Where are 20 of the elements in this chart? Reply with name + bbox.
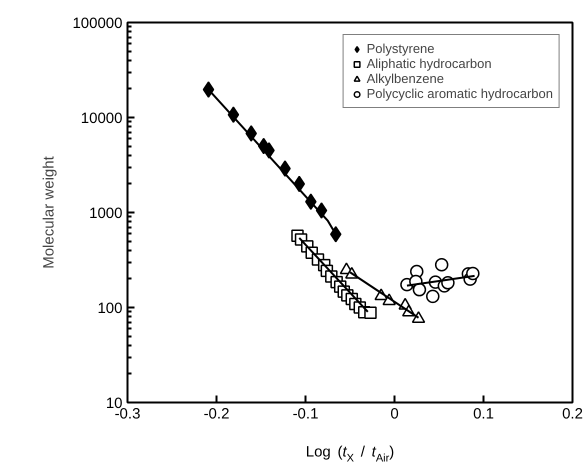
y-axis-title: Molecular weight: [40, 155, 58, 269]
x-tick-label: 0: [390, 406, 399, 422]
x-tick-label: 0.2: [562, 406, 583, 422]
x-tick-label: -0.2: [204, 406, 230, 422]
y-tick-label: 100: [97, 300, 123, 317]
point: [202, 81, 214, 98]
y-tick-label: 100000: [72, 15, 123, 32]
y-tick-label: 1000: [89, 205, 123, 222]
legend-label: Aliphatic hydrocarbon: [366, 56, 492, 71]
point: [434, 258, 448, 272]
legend-label: Polystyrene: [366, 41, 435, 56]
legend-label: Alkylbenzene: [366, 71, 444, 86]
point: [426, 290, 440, 304]
y-tick-label: 10000: [80, 110, 123, 127]
x-tick-label: 0.1: [473, 406, 494, 422]
x-tick-label: -0.1: [292, 406, 318, 422]
point: [330, 226, 342, 243]
legend-label: Polycyclic aromatic hydrocarbon: [366, 86, 553, 101]
point: [364, 306, 377, 320]
point: [412, 282, 426, 296]
